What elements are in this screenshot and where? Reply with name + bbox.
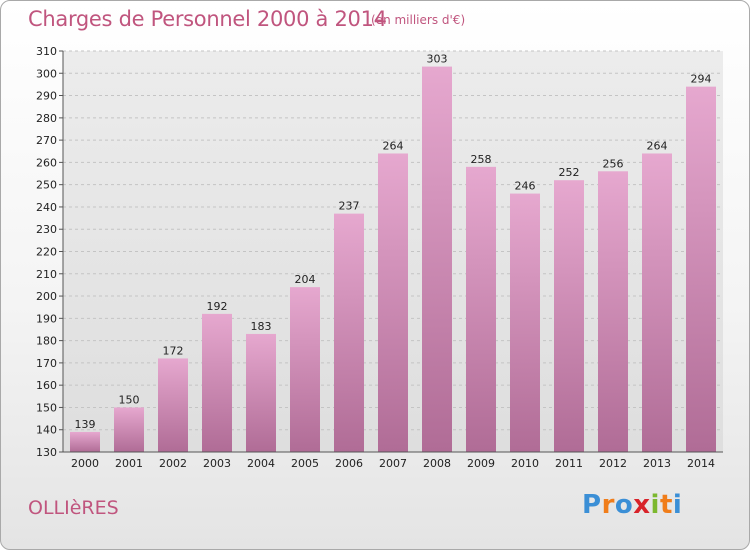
bar-2010: [510, 193, 540, 453]
data-label-2011: 252: [559, 166, 580, 179]
data-label-2001: 150: [119, 393, 140, 406]
y-tick-label: 230: [36, 223, 57, 236]
bars: [70, 66, 716, 453]
data-label-2010: 246: [515, 180, 536, 193]
y-tick-label: 210: [36, 268, 57, 281]
x-tick-label-2000: 2000: [71, 457, 99, 470]
data-label-2000: 139: [75, 418, 96, 431]
x-tick-label-2003: 2003: [203, 457, 231, 470]
logo-letter: i: [672, 490, 683, 520]
chart-subtitle: (en milliers d'€): [371, 13, 466, 27]
y-tick-label: 160: [36, 379, 57, 392]
bar-2011: [554, 180, 584, 452]
bar-2008: [422, 66, 452, 452]
logo-letter: r: [601, 490, 615, 520]
x-tick-label-2012: 2012: [599, 457, 627, 470]
bar-2001: [114, 407, 144, 452]
data-label-2002: 172: [163, 344, 184, 357]
y-tick-labels: 130 140 150 160 170 180 190 200 210 220 230 240 250 2…: [36, 45, 63, 459]
bar-2003: [202, 313, 232, 452]
bar-2002: [158, 358, 188, 452]
data-label-2005: 204: [295, 273, 316, 286]
x-tick-label-2001: 2001: [115, 457, 143, 470]
data-label-2013: 264: [647, 139, 668, 152]
logo-letter: o: [614, 490, 634, 520]
y-tick-label: 260: [36, 156, 57, 169]
bar-2000: [70, 431, 100, 452]
y-tick-label: 200: [36, 290, 57, 303]
y-tick-label: 310: [36, 45, 57, 58]
y-tick-label: 220: [36, 246, 57, 259]
y-tick-label: 250: [36, 179, 57, 192]
y-tick-label: 290: [36, 90, 57, 103]
data-label-2006: 237: [339, 200, 360, 213]
x-tick-label-2006: 2006: [335, 457, 363, 470]
x-tick-labels: 2000 2001 2002 2003 2004 2005 2006 2007 2008 2009…: [71, 457, 715, 470]
bar-2012: [598, 171, 628, 453]
x-tick-label-2009: 2009: [467, 457, 495, 470]
data-label-2003: 192: [207, 300, 228, 313]
data-label-2004: 183: [251, 320, 272, 333]
data-label-2007: 264: [383, 139, 404, 152]
data-label-2012: 256: [603, 157, 624, 170]
logo-letter: x: [633, 490, 651, 520]
bar-2013: [642, 153, 672, 452]
bar-2009: [466, 166, 496, 452]
y-tick-label: 280: [36, 112, 57, 125]
x-tick-label-2011: 2011: [555, 457, 583, 470]
logo-letter: P: [582, 490, 602, 520]
x-tick-label-2005: 2005: [291, 457, 319, 470]
commune-name: OLLIèRES: [28, 497, 119, 519]
x-tick-label-2014: 2014: [687, 457, 715, 470]
logo-letter: i: [650, 490, 660, 520]
y-tick-label: 300: [36, 67, 57, 80]
y-tick-label: 140: [36, 424, 57, 437]
bar-2014: [686, 86, 716, 453]
y-tick-label: 170: [36, 357, 57, 370]
data-label-2014: 294: [691, 73, 712, 86]
y-tick-label: 130: [36, 446, 57, 459]
x-tick-label-2010: 2010: [511, 457, 539, 470]
y-tick-label: 240: [36, 201, 57, 214]
chart-title: Charges de Personnel 2000 à 2014: [28, 7, 387, 31]
logo-letter: t: [659, 490, 673, 520]
y-tick-label: 150: [36, 401, 57, 414]
y-tick-label: 270: [36, 134, 57, 147]
x-tick-label-2007: 2007: [379, 457, 407, 470]
y-tick-label: 180: [36, 335, 57, 348]
bar-2007: [378, 153, 408, 452]
x-tick-label-2004: 2004: [247, 457, 275, 470]
data-labels: 139 150 172 192 183 204 237 264 303 258 246 252 256 2…: [75, 53, 712, 431]
x-tick-label-2002: 2002: [159, 457, 187, 470]
x-tick-label-2008: 2008: [423, 457, 451, 470]
bar-2004: [246, 333, 276, 452]
proxiti-logo: Proxiti: [582, 490, 682, 520]
data-label-2008: 303: [427, 53, 448, 66]
bar-2006: [334, 213, 364, 452]
x-tick-label-2013: 2013: [643, 457, 671, 470]
data-label-2009: 258: [471, 153, 492, 166]
bar-2005: [290, 287, 320, 452]
y-tick-label: 190: [36, 312, 57, 325]
